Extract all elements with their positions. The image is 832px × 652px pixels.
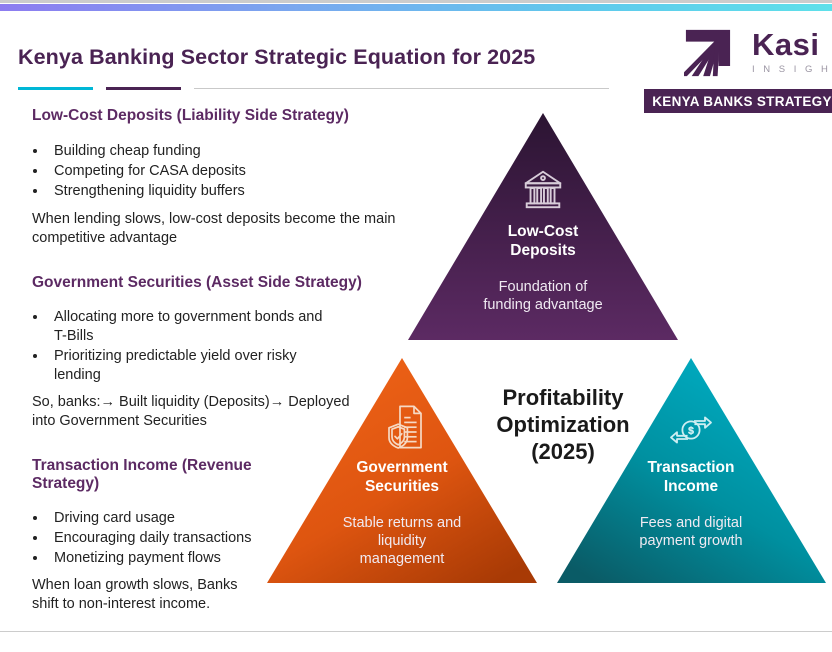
svg-text:$: $: [688, 426, 694, 437]
